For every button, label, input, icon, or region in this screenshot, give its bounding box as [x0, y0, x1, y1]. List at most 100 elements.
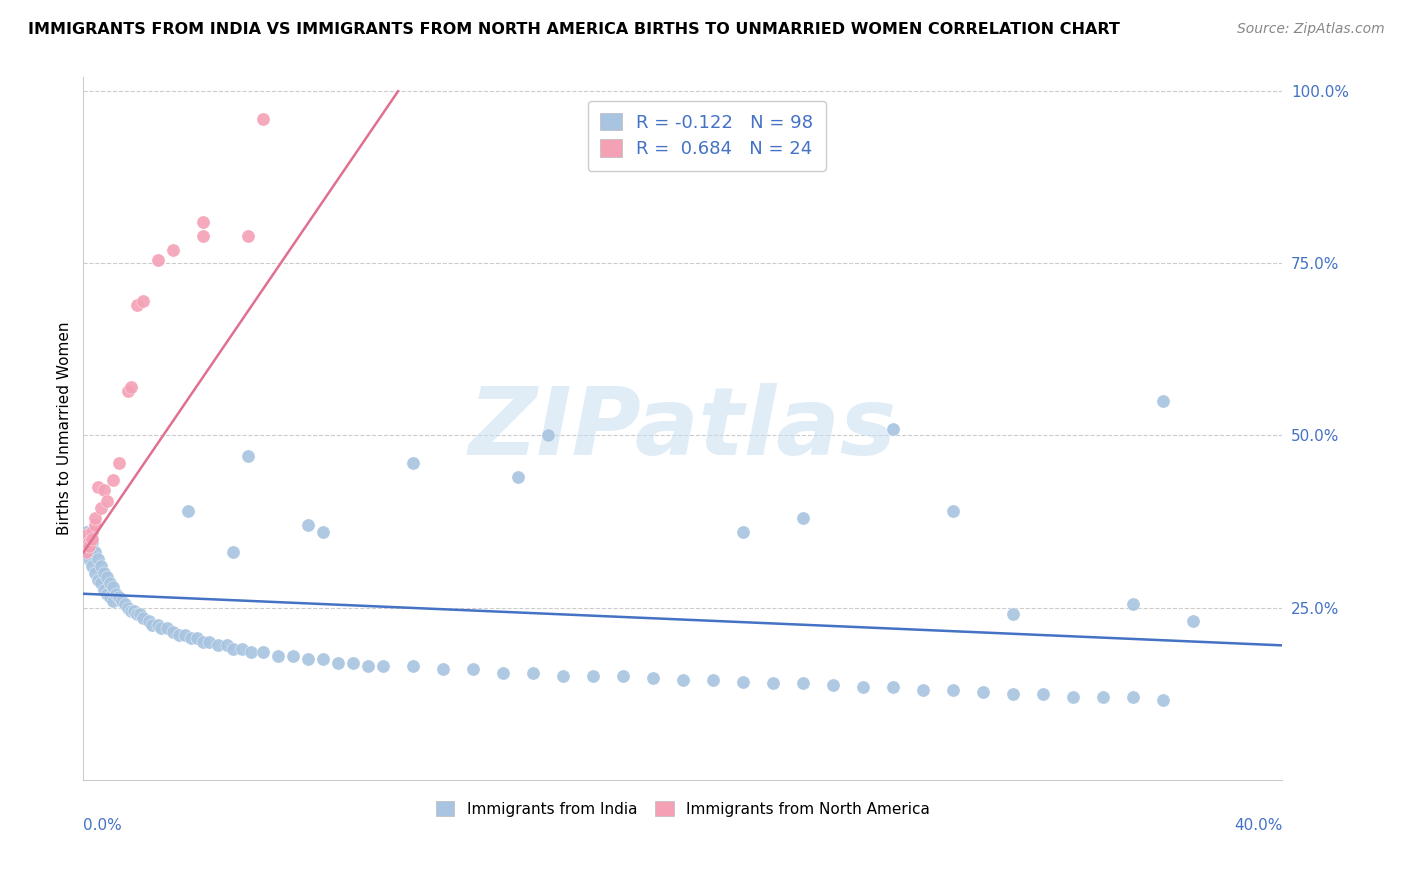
Point — [193, 215, 215, 229]
Point — [792, 676, 814, 690]
Point — [522, 665, 544, 680]
Point — [82, 532, 104, 546]
Point — [492, 665, 515, 680]
Point — [1122, 597, 1144, 611]
Point — [105, 587, 128, 601]
Point — [162, 624, 184, 639]
Point — [93, 583, 115, 598]
Point — [371, 659, 394, 673]
Point — [852, 680, 875, 694]
Point — [238, 449, 260, 463]
Point — [1001, 607, 1024, 622]
Point — [138, 615, 160, 629]
Point — [582, 669, 605, 683]
Point — [551, 669, 574, 683]
Point — [79, 539, 101, 553]
Point — [207, 639, 229, 653]
Point — [75, 528, 97, 542]
Point — [129, 607, 152, 622]
Point — [731, 674, 754, 689]
Point — [342, 656, 364, 670]
Point — [82, 559, 104, 574]
Point — [79, 545, 101, 559]
Point — [87, 573, 110, 587]
Point — [198, 635, 221, 649]
Point — [79, 535, 101, 549]
Point — [972, 684, 994, 698]
Point — [120, 604, 142, 618]
Point — [75, 524, 97, 539]
Point — [162, 243, 184, 257]
Point — [82, 535, 104, 549]
Point — [111, 593, 134, 607]
Point — [1001, 687, 1024, 701]
Point — [156, 621, 179, 635]
Point — [93, 483, 115, 498]
Point — [177, 504, 200, 518]
Point — [1152, 394, 1174, 409]
Point — [103, 580, 125, 594]
Point — [79, 528, 101, 542]
Point — [402, 659, 425, 673]
Point — [96, 587, 118, 601]
Point — [762, 676, 785, 690]
Point — [297, 652, 319, 666]
Point — [461, 663, 484, 677]
Point — [98, 590, 121, 604]
Point — [402, 456, 425, 470]
Point — [174, 628, 197, 642]
Point — [792, 511, 814, 525]
Point — [148, 252, 170, 267]
Text: Source: ZipAtlas.com: Source: ZipAtlas.com — [1237, 22, 1385, 37]
Point — [1152, 693, 1174, 707]
Point — [222, 545, 245, 559]
Point — [90, 559, 112, 574]
Text: ZIPatlas: ZIPatlas — [468, 383, 897, 475]
Legend: Immigrants from India, Immigrants from North America: Immigrants from India, Immigrants from N… — [429, 794, 938, 824]
Text: IMMIGRANTS FROM INDIA VS IMMIGRANTS FROM NORTH AMERICA BIRTHS TO UNMARRIED WOMEN: IMMIGRANTS FROM INDIA VS IMMIGRANTS FROM… — [28, 22, 1121, 37]
Point — [702, 673, 724, 687]
Point — [103, 593, 125, 607]
Text: 40.0%: 40.0% — [1234, 818, 1282, 833]
Point — [120, 380, 142, 394]
Text: 0.0%: 0.0% — [83, 818, 122, 833]
Point — [217, 639, 239, 653]
Point — [193, 635, 215, 649]
Point — [148, 617, 170, 632]
Point — [122, 604, 145, 618]
Point — [1062, 690, 1084, 704]
Point — [132, 611, 155, 625]
Point — [821, 678, 844, 692]
Point — [641, 671, 664, 685]
Point — [141, 617, 163, 632]
Point — [238, 228, 260, 243]
Point — [82, 524, 104, 539]
Point — [127, 607, 149, 622]
Point — [193, 228, 215, 243]
Point — [117, 600, 139, 615]
Point — [87, 480, 110, 494]
Point — [75, 545, 97, 559]
Point — [1091, 690, 1114, 704]
Point — [222, 641, 245, 656]
Point — [114, 597, 136, 611]
Point — [326, 656, 349, 670]
Point — [84, 517, 107, 532]
Point — [942, 504, 965, 518]
Point — [87, 552, 110, 566]
Point — [90, 500, 112, 515]
Point — [231, 641, 253, 656]
Point — [240, 645, 263, 659]
Point — [281, 648, 304, 663]
Point — [90, 576, 112, 591]
Point — [297, 517, 319, 532]
Point — [180, 632, 202, 646]
Point — [75, 532, 97, 546]
Point — [1032, 687, 1054, 701]
Point — [252, 112, 274, 126]
Point — [882, 421, 904, 435]
Point — [93, 566, 115, 580]
Point — [1122, 690, 1144, 704]
Point — [267, 648, 290, 663]
Point — [75, 539, 97, 553]
